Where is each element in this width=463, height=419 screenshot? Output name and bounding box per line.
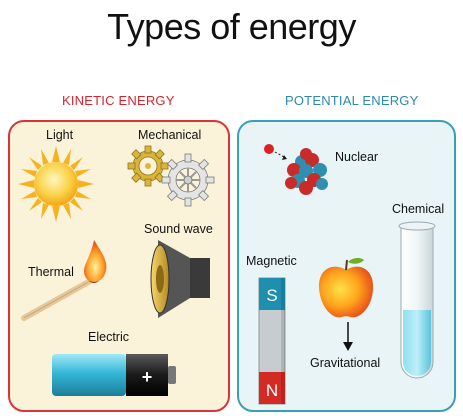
mechanical-label: Mechanical: [138, 128, 202, 142]
down-arrow-icon: [343, 322, 353, 351]
gravitational-label: Gravitational: [310, 356, 381, 370]
page-title: Types of energy: [107, 6, 356, 47]
gears-icon: [127, 145, 215, 207]
match-flame-icon: [21, 240, 107, 321]
magnetic-label: Magnetic: [246, 254, 297, 268]
sound-wave-label: Sound wave: [144, 222, 213, 236]
test-tube-icon: [398, 221, 436, 379]
sun-icon: [18, 146, 94, 222]
magnet-icon: S N: [258, 277, 286, 405]
nuclear-label: Nuclear: [335, 150, 379, 164]
magnet-north-pole: N: [266, 381, 278, 400]
electric-label: Electric: [88, 330, 129, 344]
chemical-label: Chemical: [392, 202, 445, 216]
thermal-label: Thermal: [28, 265, 74, 279]
kinetic-energy-heading: KINETIC ENERGY: [62, 93, 175, 108]
atom-nucleus-icon: [264, 144, 328, 195]
battery-plus-sign: +: [142, 367, 153, 387]
potential-energy-heading: POTENTIAL ENERGY: [285, 93, 419, 108]
battery-icon: +: [52, 354, 176, 396]
light-label: Light: [46, 128, 74, 142]
magnet-south-pole: S: [266, 286, 277, 305]
speaker-icon: [150, 240, 210, 318]
apple-icon: [318, 258, 374, 318]
